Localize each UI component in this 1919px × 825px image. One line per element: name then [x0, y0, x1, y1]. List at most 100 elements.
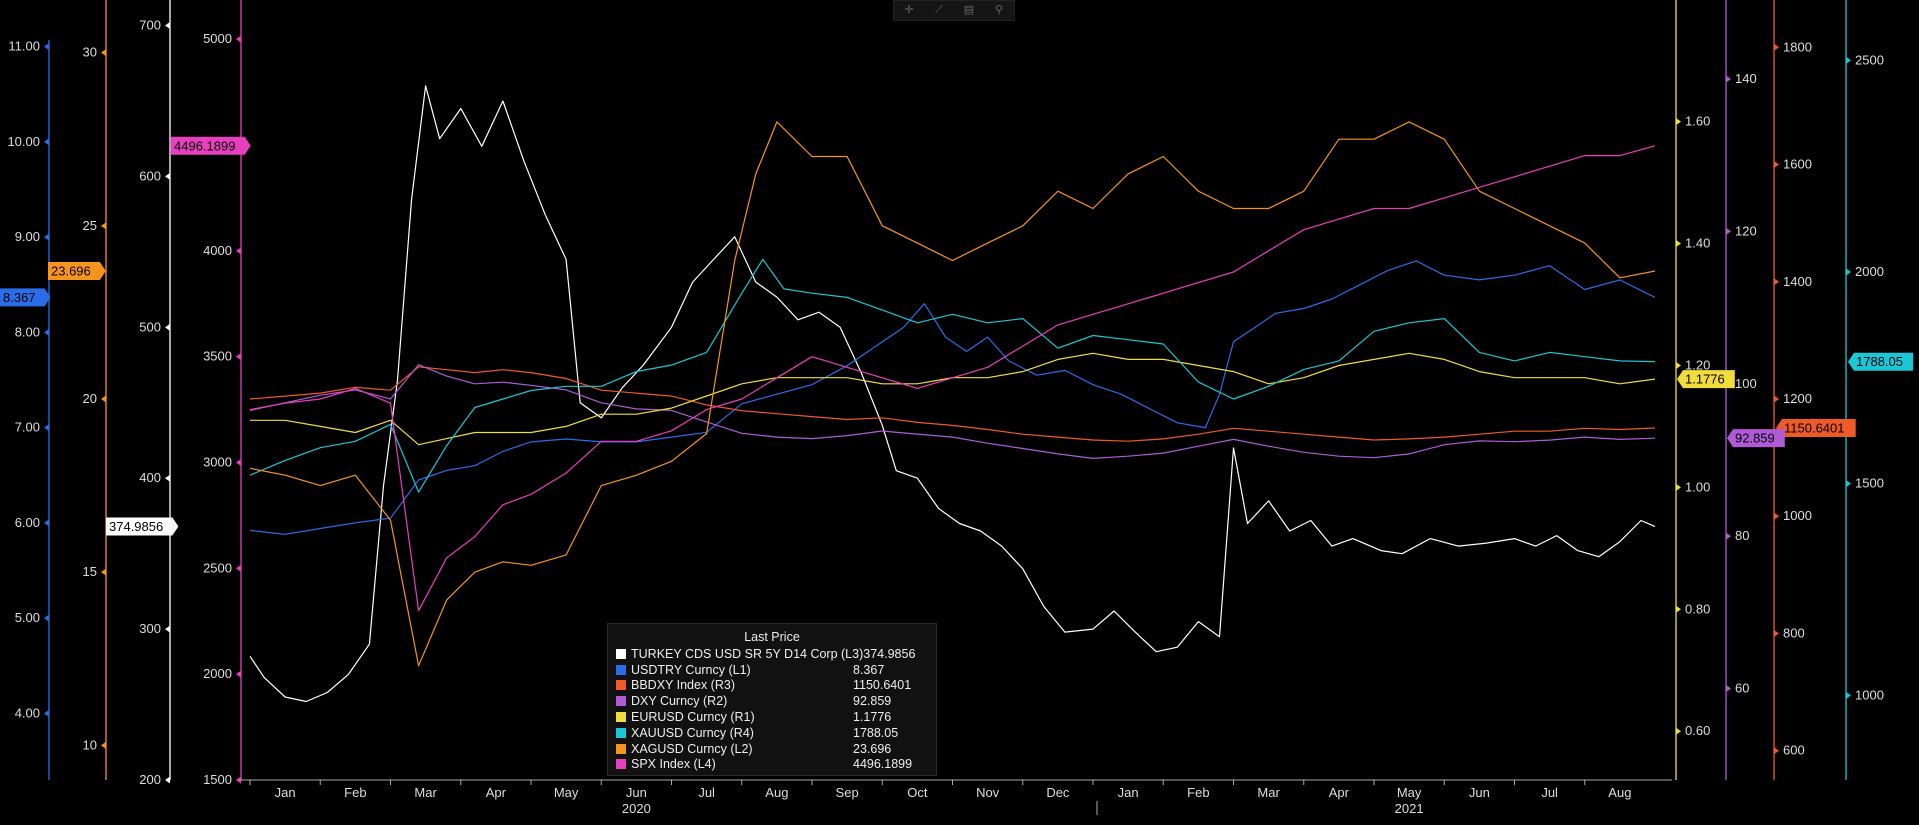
tick-mark-L3 — [165, 323, 170, 331]
tick-label-R1: 1.40 — [1685, 236, 1710, 251]
tick-label-L2: 20 — [83, 391, 97, 406]
legend-series-value: 23.696 — [853, 741, 892, 756]
badge-shape — [0, 288, 51, 307]
series-line — [249, 366, 1656, 442]
tick-mark-R1 — [1676, 118, 1681, 126]
tick-mark-L4 — [236, 564, 241, 572]
series-line — [249, 145, 1656, 612]
tick-mark-L2 — [101, 49, 106, 57]
x-tick-label: Feb — [1187, 785, 1209, 800]
tick-mark-R1 — [1676, 361, 1681, 369]
tick-mark-L2 — [101, 741, 106, 749]
series-line — [249, 364, 1656, 459]
legend-series-name: BBDXY Index (R3) — [631, 678, 735, 693]
x-tick-label: Dec — [1046, 785, 1070, 800]
badge-value: 92.859 — [1735, 431, 1775, 446]
tick-label-L3: 300 — [139, 621, 161, 636]
tick-mark-R1 — [1676, 605, 1681, 613]
tick-mark-R2 — [1726, 227, 1731, 235]
tick-label-R3: 600 — [1783, 743, 1805, 758]
last-price-badge: 23.696 — [48, 261, 106, 280]
tick-label-L4: 1500 — [203, 772, 232, 787]
tick-label-R3: 1600 — [1783, 157, 1812, 172]
x-tick-label: Jan — [1118, 785, 1139, 800]
tick-label-R1: 1.60 — [1685, 114, 1710, 129]
legend-series-value: 8.367 — [853, 662, 885, 677]
legend-item: BBDXY Index (R3) 1150.6401 — [616, 678, 928, 694]
legend-series-name: DXY Curncy (R2) — [631, 694, 728, 709]
last-price-badge: 4496.1899 — [171, 136, 251, 155]
x-tick-label: Jul — [1541, 785, 1558, 800]
tick-label-R3: 1000 — [1783, 508, 1812, 523]
tick-mark-R3 — [1774, 395, 1779, 403]
legend-item: DXY Curncy (R2) 92.859 — [616, 693, 928, 709]
x-tick-label: Jul — [698, 785, 715, 800]
tick-mark-R2 — [1726, 532, 1731, 540]
tick-mark-R3 — [1774, 278, 1779, 286]
x-tick-label: Jun — [626, 785, 647, 800]
tick-label-L4: 3500 — [203, 349, 232, 364]
x-tick-label: Nov — [976, 785, 1000, 800]
tick-label-L1: 7.00 — [15, 420, 40, 435]
tick-label-L4: 5000 — [203, 31, 232, 46]
tick-label-L1: 11.00 — [8, 39, 40, 54]
badge-value: 1.1776 — [1685, 372, 1725, 387]
legend-series-name: EURUSD Curncy (R1) — [631, 710, 755, 725]
axis-R2: 60 80 100 120 140 — [1725, 0, 1757, 780]
tick-mark-L4 — [236, 35, 241, 43]
series-line — [249, 121, 1656, 667]
tick-mark-L1 — [44, 614, 49, 622]
legend-series-value: 4496.1899 — [853, 757, 913, 772]
tick-mark-R3 — [1774, 161, 1779, 169]
x-tick-label: Apr — [1329, 785, 1350, 800]
tick-label-L2: 15 — [83, 564, 97, 579]
tick-mark-L1 — [44, 138, 49, 146]
draw-icon[interactable]: ⟋ — [935, 4, 943, 16]
badge-shape — [1727, 429, 1785, 448]
tick-mark-L1 — [44, 519, 49, 527]
tick-label-R4: 2500 — [1855, 52, 1884, 67]
axis-L3: 200 300 400 500 600 700 — [139, 0, 171, 787]
tick-mark-R4 — [1846, 691, 1851, 699]
badge-shape — [1776, 418, 1856, 437]
x-tick-label: May — [1397, 785, 1422, 800]
badge-value: 8.367 — [3, 290, 36, 305]
tick-label-R2: 120 — [1735, 223, 1757, 238]
tick-label-R2: 100 — [1735, 376, 1757, 391]
axis-R3: 600 800 1000 1200 1400 1600 1800 — [1773, 0, 1812, 780]
badge-shape — [48, 261, 106, 280]
badge-value: 4496.1899 — [174, 138, 235, 153]
series-line — [249, 85, 1656, 703]
tick-mark-L3 — [165, 625, 170, 633]
tick-label-L4: 2500 — [203, 560, 232, 575]
x-tick-label: Aug — [1608, 785, 1631, 800]
table-icon[interactable]: ▤ — [963, 4, 975, 16]
legend-item: TURKEY CDS USD SR 5Y D14 Corp (L3) 374.98… — [616, 646, 928, 662]
tick-mark-R1 — [1676, 727, 1681, 735]
tick-mark-L1 — [44, 328, 49, 336]
tick-mark-R3 — [1774, 629, 1779, 637]
tick-label-R1: 0.60 — [1685, 723, 1710, 738]
legend-swatch — [616, 743, 626, 754]
crosshair-icon[interactable]: ✛ — [904, 4, 914, 16]
legend-series-name: XAUUSD Curncy (R4) — [631, 725, 754, 740]
axis-L1: 4.00 5.00 6.00 7.00 8.00 9.00 10.00 11.00 — [7, 39, 50, 780]
series-line — [249, 258, 1656, 493]
tick-label-L2: 10 — [83, 737, 97, 752]
tick-label-L2: 25 — [83, 218, 97, 233]
legend-swatch — [616, 648, 626, 659]
tick-label-L1: 6.00 — [15, 515, 40, 530]
tick-mark-L3 — [165, 776, 170, 784]
tick-label-R1: 1.20 — [1685, 357, 1710, 372]
series-line — [249, 260, 1656, 535]
tick-mark-R1 — [1676, 240, 1681, 248]
tick-label-R2: 80 — [1735, 528, 1749, 543]
legend-item: SPX Index (L4) 4496.1899 — [616, 757, 928, 773]
zoom-icon[interactable]: ⚲ — [994, 4, 1004, 16]
tick-mark-L4 — [236, 776, 241, 784]
legend-series-name: XAGUSD Curncy (L2) — [631, 741, 753, 756]
x-tick-label: Apr — [486, 785, 507, 800]
tick-label-L4: 3000 — [203, 455, 232, 470]
tick-mark-R2 — [1726, 685, 1731, 693]
x-tick-label: Feb — [344, 785, 366, 800]
